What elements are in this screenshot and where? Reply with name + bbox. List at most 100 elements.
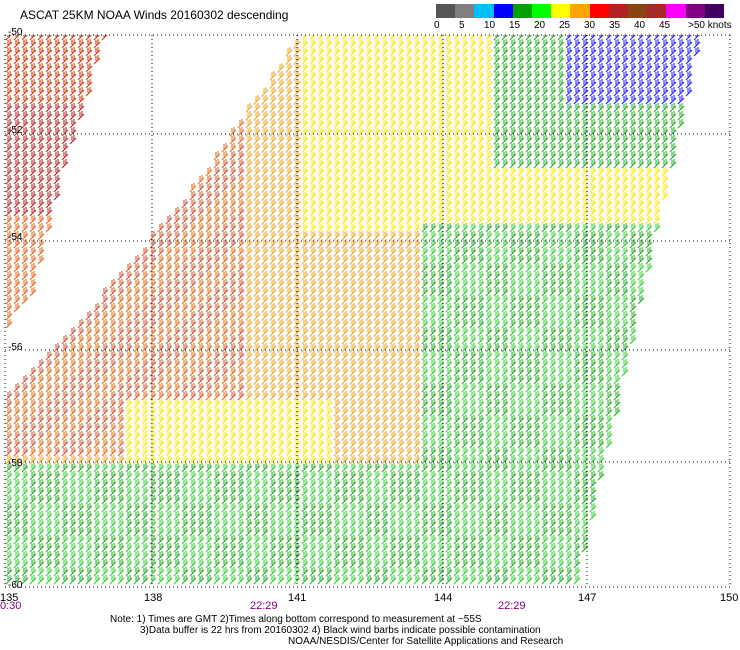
wind-barb [357,119,365,129]
note-line-2: 3)Data buffer is 22 hrs from 20160302 4)… [140,625,541,636]
wind-barb [477,143,485,153]
wind-barb [373,143,381,153]
legend-swatch [628,4,648,18]
wind-barb [477,487,485,497]
wind-barb [381,559,389,569]
wind-barb [117,383,125,393]
wind-barb [325,71,333,81]
wind-barb [37,103,45,113]
wind-barb [621,183,629,193]
wind-barb [269,71,277,81]
wind-barb [309,151,317,161]
legend-label: 30 [584,20,596,31]
wind-barb [613,407,621,417]
wind-barb [29,175,37,185]
wind-barb [93,335,101,345]
wind-barb [557,471,565,481]
wind-barb [549,279,557,289]
wind-barb [477,71,485,81]
wind-barb [517,551,525,561]
wind-barb [117,407,125,417]
wind-barb [213,231,221,241]
wind-barb [221,159,229,169]
wind-barb [309,39,317,49]
wind-barb [389,439,397,449]
wind-barb [21,215,29,225]
wind-barb [109,543,117,553]
wind-barb [565,199,573,209]
wind-barb [613,63,621,73]
wind-barb [557,463,565,473]
wind-barb [165,287,173,297]
wind-barb [389,39,397,49]
wind-barb [413,495,421,505]
wind-barb [197,207,205,217]
wind-barb [597,319,605,329]
wind-barb [157,335,165,345]
wind-barb [477,455,485,465]
wind-barb [229,375,237,385]
wind-barb [501,335,509,345]
wind-barb [261,303,269,313]
wind-barb [501,495,509,505]
wind-barb [589,375,597,385]
wind-barb [229,303,237,313]
wind-barb [277,159,285,169]
wind-barb [293,127,301,137]
wind-barb [517,327,525,337]
wind-barb [413,119,421,129]
wind-barb [221,255,229,265]
wind-barb [373,55,381,65]
wind-barb [637,175,645,185]
wind-barb [213,159,221,169]
wind-barb [141,519,149,529]
wind-barb [37,135,45,145]
wind-barb [53,423,61,433]
wind-barb [589,39,597,49]
wind-barb [445,167,453,177]
wind-barb [301,463,309,473]
wind-barb [229,215,237,225]
wind-barb [29,87,37,97]
wind-barb [69,575,77,585]
wind-barb [373,471,381,481]
wind-barb [333,455,341,465]
wind-barb [533,519,541,529]
wind-barb [621,295,629,305]
wind-barb [357,375,365,385]
wind-barb [277,119,285,129]
wind-barb [493,527,501,537]
wind-barb [165,271,173,281]
wind-barb [237,239,245,249]
wind-barb [461,247,469,257]
wind-barb [181,223,189,233]
wind-barb [333,415,341,425]
wind-barb [589,263,597,273]
wind-barb [37,535,45,545]
wind-barb [109,471,117,481]
wind-barb [453,543,461,553]
wind-barb [485,79,493,89]
wind-barb [133,551,141,561]
wind-barb [117,447,125,457]
wind-barb [501,191,509,201]
wind-barb [253,263,261,273]
wind-barb [669,151,677,161]
wind-barb [517,359,525,369]
wind-barb [269,207,277,217]
wind-barb [405,47,413,57]
wind-barb [365,503,373,513]
wind-barb [397,463,405,473]
note-line-3: NOAA/NESDIS/Center for Satellite Applica… [288,636,564,647]
wind-barb [637,255,645,265]
wind-barb [269,575,277,585]
wind-barb [5,151,13,161]
wind-barb [85,423,93,433]
wind-barb [133,471,141,481]
wind-barb [493,207,501,217]
wind-barb [405,167,413,177]
wind-barb [45,183,53,193]
wind-barb [285,567,293,577]
wind-barb [101,399,109,409]
wind-barb [413,127,421,137]
